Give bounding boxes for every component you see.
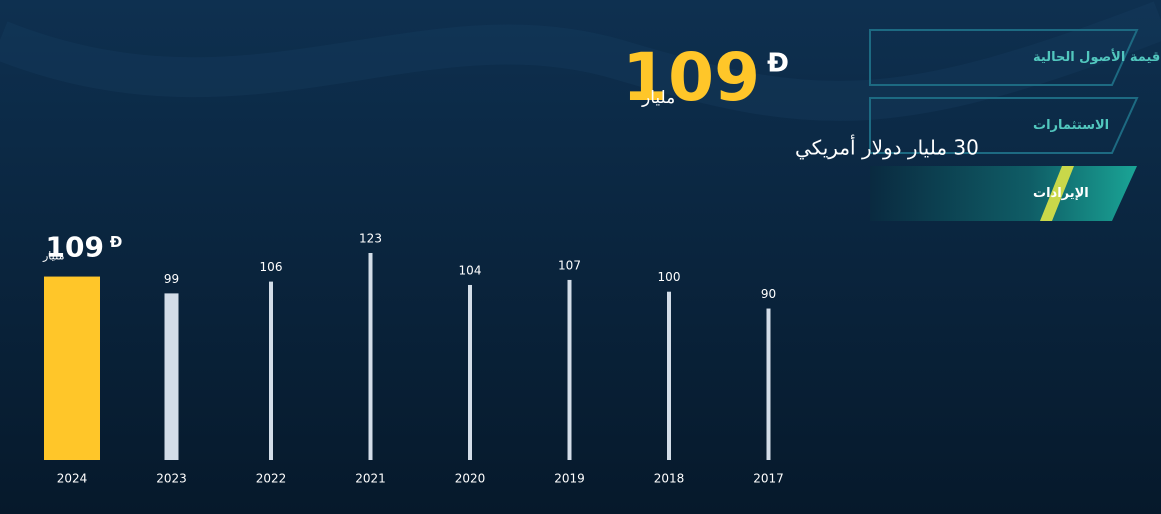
- tab[interactable]: قيمة الأصول الحالية: [869, 29, 1160, 86]
- value-label: 99: [164, 272, 179, 286]
- x-tick-label: 2019: [554, 472, 585, 486]
- bar: [368, 253, 373, 460]
- value-label: 106: [260, 260, 283, 274]
- headline-value: 109: [622, 39, 760, 116]
- tab-shape: [870, 166, 1137, 221]
- x-tick-label: 2022: [256, 472, 287, 486]
- value-label: 100: [658, 270, 681, 284]
- x-tick-label: 2017: [753, 472, 784, 486]
- tab-label: الاستثمارات: [1033, 118, 1109, 133]
- bar: [164, 293, 179, 460]
- headline-subtitle: 30 مليار دولار أمريكي: [795, 135, 979, 161]
- bar: [468, 284, 472, 460]
- tab-shape: [869, 29, 1139, 86]
- tab-label: الإيرادات: [1033, 186, 1089, 201]
- value-label: 104: [459, 263, 482, 277]
- value-label: 123: [359, 232, 382, 246]
- value-unit: مليار: [42, 250, 65, 263]
- tab-accent: [1040, 166, 1074, 221]
- x-tick-label: 2021: [355, 472, 386, 486]
- bar: [667, 291, 671, 460]
- tab-label: قيمة الأصول الحالية: [1033, 48, 1160, 65]
- x-tick-label: 2023: [156, 472, 187, 486]
- decor-wave: [0, 1, 1161, 121]
- x-tick-label: 2018: [654, 472, 685, 486]
- x-tick-label: 2020: [455, 472, 486, 486]
- bar: [44, 276, 100, 460]
- headline-currency: Đ: [767, 49, 789, 79]
- bar: [269, 281, 273, 460]
- bar: [567, 279, 572, 460]
- tab-shape: [869, 97, 1139, 154]
- tab[interactable]: الاستثمارات: [869, 97, 1139, 154]
- x-tick-label: 2024: [57, 472, 88, 486]
- headline-unit: مليار: [641, 88, 675, 108]
- tab[interactable]: الإيرادات: [870, 166, 1137, 221]
- value-label: 109: [46, 231, 104, 264]
- value-label: 107: [558, 258, 581, 272]
- bar: [766, 308, 771, 460]
- value-label: 90: [761, 287, 776, 301]
- value-currency: Đ: [110, 233, 123, 251]
